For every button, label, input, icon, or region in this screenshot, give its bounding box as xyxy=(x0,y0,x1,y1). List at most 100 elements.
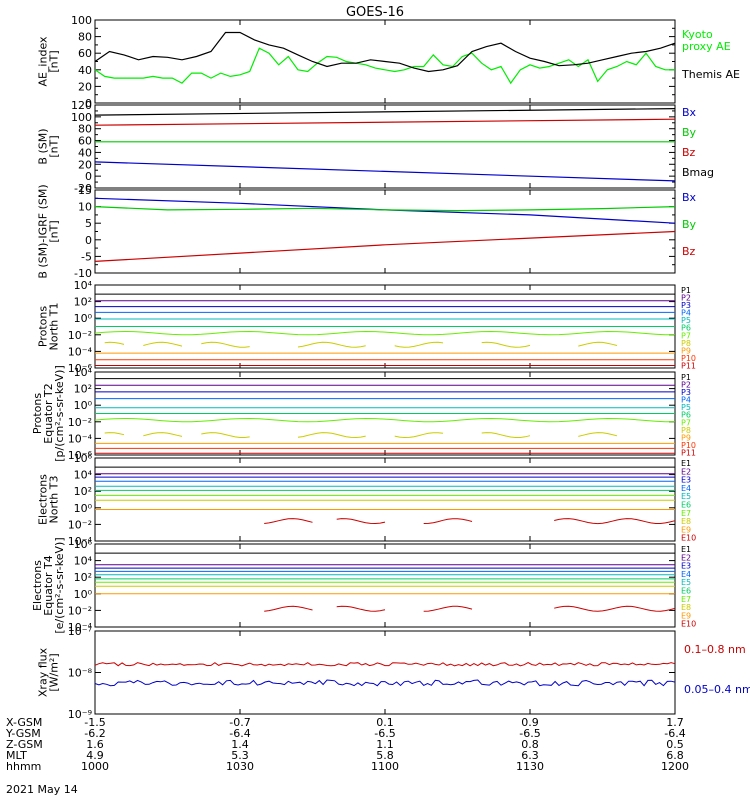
series-line-kyoto-proxy-ae xyxy=(94,47,675,85)
channel-line-p7 xyxy=(94,417,676,423)
x-row-label: X-GSM xyxy=(6,716,42,729)
channel-label: E1 xyxy=(681,545,691,554)
y-tick-label: 10⁶ xyxy=(74,538,93,551)
channel-label: E5 xyxy=(681,578,691,587)
y-axis-label: Equator T4 xyxy=(42,555,55,615)
y-tick-label: 120 xyxy=(71,99,92,112)
y-tick-label: 0 xyxy=(85,234,92,247)
series-line-bz xyxy=(94,230,676,262)
channel-label: E4 xyxy=(681,570,691,579)
y-tick-label: 40 xyxy=(78,64,92,77)
y-tick-label: 10² xyxy=(74,296,92,309)
series-line-bx xyxy=(94,161,676,182)
channel-line-p8 xyxy=(104,341,125,345)
channel-label: P8 xyxy=(681,426,691,435)
panel-xray: 10⁻⁹ 10⁻⁸ 10⁻⁷ Xray flux[W/m²] 0.1–0.8 nm 0.0… xyxy=(37,625,750,721)
y-tick-label: 0 xyxy=(85,170,92,183)
channel-label: P2 xyxy=(681,294,691,303)
x-row-value: 1130 xyxy=(516,760,544,773)
panel-frame xyxy=(94,543,676,628)
channel-line-e10 xyxy=(264,518,313,524)
y-axis-label: Equator T2 xyxy=(42,383,55,443)
panel-b_igrf: -10 -5 0 5 10 15 B (SM)-IGRF (SM)[nT] Bx By Bz xyxy=(37,184,697,280)
channel-line-p8 xyxy=(143,432,183,437)
y-axis-label: Protons xyxy=(31,393,44,434)
y-tick-label: 10⁻² xyxy=(68,604,92,617)
channel-label: P9 xyxy=(681,346,691,355)
series-line-by xyxy=(94,206,676,212)
y-tick-label: 5 xyxy=(85,217,92,230)
channel-label: P7 xyxy=(681,418,691,427)
channel-line-p8 xyxy=(394,341,444,348)
channel-line-e10 xyxy=(423,605,473,612)
x-row-value: 1100 xyxy=(371,760,399,773)
series-line-bz xyxy=(94,118,676,126)
x-row-value: 5.3 xyxy=(231,749,249,762)
x-row-label: hhmm xyxy=(6,760,41,773)
x-row-value: 1200 xyxy=(661,760,689,773)
x-row-value: 0.1 xyxy=(376,716,394,729)
channel-line-p8 xyxy=(481,341,531,348)
x-row-value: 1.4 xyxy=(231,738,249,751)
y-tick-label: 10⁻⁴ xyxy=(68,535,93,548)
x-row-value: 1030 xyxy=(226,760,254,773)
x-row-value: -6.2 xyxy=(84,727,105,740)
channel-line-e10 xyxy=(336,605,386,612)
series-line-xray xyxy=(94,679,676,687)
y-tick-label: 10⁻⁸ xyxy=(68,667,93,680)
channel-label: E3 xyxy=(681,562,691,571)
y-tick-label: 10⁶ xyxy=(74,452,93,465)
y-tick-label: 20 xyxy=(78,80,92,93)
legend-label: Bmag xyxy=(682,166,714,179)
channel-line-p8 xyxy=(201,432,250,438)
x-row-value: -6.4 xyxy=(229,727,250,740)
y-axis-label: [W/m²] xyxy=(48,653,61,691)
legend-label: proxy AE xyxy=(682,40,731,53)
channel-label: E6 xyxy=(681,501,691,510)
channel-label: P1 xyxy=(681,373,691,382)
channel-label: E8 xyxy=(681,603,691,612)
y-tick-label: 10⁻⁴ xyxy=(68,621,93,634)
y-axis-label: Electrons xyxy=(31,560,44,611)
y-tick-label: 10⁻⁶ xyxy=(68,362,93,375)
y-axis-label: [p/(cm²-s-sr-keV)] xyxy=(53,365,66,462)
y-axis-label: Electrons xyxy=(37,474,50,525)
y-tick-label: 10⁻⁷ xyxy=(68,625,92,638)
channel-label: E5 xyxy=(681,492,691,501)
channel-label: E4 xyxy=(681,484,691,493)
channel-line-e10 xyxy=(264,605,313,612)
y-tick-label: 10² xyxy=(74,485,92,498)
channel-label: P1 xyxy=(681,286,691,295)
channel-line-e10 xyxy=(336,518,386,525)
y-axis-label: Xray flux xyxy=(37,647,50,697)
channel-line-p8 xyxy=(297,432,366,439)
y-tick-label: 10 xyxy=(78,201,92,214)
channel-line-p8 xyxy=(297,341,366,348)
channel-line-p8 xyxy=(578,432,618,437)
y-tick-label: 10⁻⁴ xyxy=(68,345,93,358)
legend-label: Kyoto xyxy=(682,28,713,41)
x-row-value: 0.8 xyxy=(521,738,539,751)
legend-label: Themis AE xyxy=(681,68,740,81)
x-row-label: Y-GSM xyxy=(5,727,41,740)
y-tick-label: 100 xyxy=(71,111,92,124)
y-tick-label: 10² xyxy=(74,571,92,584)
y-tick-label: 10⁴ xyxy=(74,366,93,379)
channel-label: E7 xyxy=(681,509,691,518)
channel-line-p8 xyxy=(143,341,183,347)
y-tick-label: 10⁻² xyxy=(68,416,92,429)
channel-label: P7 xyxy=(681,331,691,340)
x-row-label: MLT xyxy=(6,749,27,762)
y-tick-label: 10⁻⁹ xyxy=(68,708,92,721)
channel-label: E1 xyxy=(681,459,691,468)
y-axis-label: B (SM)-IGRF (SM) xyxy=(37,184,50,278)
legend-label: 0.05–0.4 nm xyxy=(684,683,750,696)
y-tick-label: 60 xyxy=(78,47,92,60)
y-tick-label: 20 xyxy=(78,158,92,171)
